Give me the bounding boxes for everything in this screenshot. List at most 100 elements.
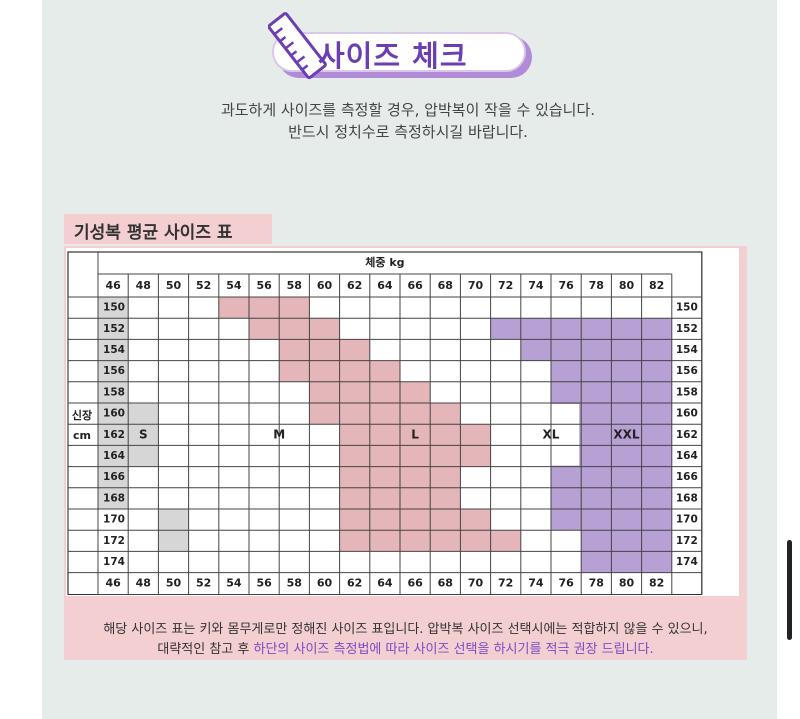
size-cell xyxy=(430,424,461,446)
weight-label-bottom: 58 xyxy=(287,577,302,590)
size-cell xyxy=(98,445,129,467)
size-cell xyxy=(339,509,370,531)
size-cell xyxy=(369,487,400,509)
weight-label-bottom: 82 xyxy=(649,577,664,590)
size-cell xyxy=(309,403,340,425)
size-cell xyxy=(581,445,612,467)
weight-label-bottom: 64 xyxy=(377,577,393,590)
size-cell xyxy=(128,424,159,446)
weight-label-top: 76 xyxy=(558,279,574,292)
footnote-line-2: 대략적인 참고 후 하단의 사이즈 측정법에 따라 사이즈 선택을 하시기를 적… xyxy=(64,638,747,657)
table-label-background xyxy=(64,214,272,244)
size-cell xyxy=(611,445,642,467)
size-cell xyxy=(339,424,370,446)
size-cell xyxy=(98,466,129,488)
size-cell xyxy=(581,530,612,552)
size-cell xyxy=(430,445,461,467)
size-cell xyxy=(279,318,310,340)
height-label-right: 158 xyxy=(676,386,698,398)
weight-header: 체중 kg xyxy=(365,255,404,269)
size-cell xyxy=(98,297,129,319)
size-cell xyxy=(430,466,461,488)
size-cell xyxy=(339,360,370,382)
weight-label-bottom: 68 xyxy=(438,577,453,590)
size-cell xyxy=(551,360,582,382)
size-label-m: M xyxy=(273,427,285,441)
weight-label-bottom: 76 xyxy=(558,577,574,590)
size-cell xyxy=(128,403,159,425)
size-cell xyxy=(641,509,672,531)
size-cell xyxy=(460,445,491,467)
weight-label-top: 80 xyxy=(619,279,635,292)
size-cell xyxy=(400,403,431,425)
height-label-left: 164 xyxy=(103,450,125,462)
size-cell xyxy=(430,487,461,509)
page-title: 사이즈 체크 xyxy=(318,39,468,73)
size-cell xyxy=(641,487,672,509)
size-cell xyxy=(551,318,582,340)
weight-label-top: 62 xyxy=(347,279,362,292)
size-cell xyxy=(309,381,340,403)
weight-label-top: 54 xyxy=(226,279,242,292)
size-label-l: L xyxy=(411,427,419,441)
size-cell xyxy=(98,487,129,509)
size-cell xyxy=(309,318,340,340)
footnote-line-1: 해당 사이즈 표는 키와 몸무게로만 정해진 사이즈 표입니다. 압박복 사이즈… xyxy=(103,622,708,637)
size-cell xyxy=(430,530,461,552)
size-cell xyxy=(400,445,431,467)
size-cell xyxy=(611,403,642,425)
height-label-left: 166 xyxy=(103,471,125,483)
height-label-right: 172 xyxy=(676,535,698,547)
intro-line-1: 과도하게 사이즈를 측정할 경우, 압박복이 작을 수 있습니다. xyxy=(220,101,596,119)
size-cell xyxy=(641,466,672,488)
height-header-line-2: cm xyxy=(73,429,91,442)
weight-label-top: 72 xyxy=(498,279,513,292)
weight-label-bottom: 72 xyxy=(498,577,513,590)
size-cell xyxy=(641,424,672,446)
weight-label-top: 46 xyxy=(105,279,121,292)
size-cell xyxy=(369,424,400,446)
size-cell xyxy=(520,339,551,361)
height-label-left: 152 xyxy=(103,323,125,335)
size-cell xyxy=(581,339,612,361)
height-label-left: 168 xyxy=(103,492,125,504)
size-label-s: S xyxy=(139,427,148,441)
size-cell xyxy=(400,381,431,403)
size-cell xyxy=(369,403,400,425)
intro-line-2: 반드시 정치수로 측정하시길 바랍니다. xyxy=(288,123,528,141)
weight-label-bottom: 74 xyxy=(528,577,544,590)
height-label-left: 162 xyxy=(103,429,125,441)
size-cell xyxy=(309,360,340,382)
size-cell xyxy=(611,509,642,531)
weight-label-top: 66 xyxy=(407,279,423,292)
footnote-background xyxy=(64,602,747,660)
size-cell xyxy=(279,297,310,319)
size-cell xyxy=(218,297,249,319)
size-cell xyxy=(581,381,612,403)
weight-label-bottom: 54 xyxy=(226,577,242,590)
size-cell xyxy=(611,381,642,403)
size-cell xyxy=(641,445,672,467)
weight-label-top: 68 xyxy=(438,279,453,292)
size-cell xyxy=(520,318,551,340)
size-cell xyxy=(551,339,582,361)
weight-label-top: 58 xyxy=(287,279,302,292)
size-cell xyxy=(581,487,612,509)
size-cell xyxy=(369,509,400,531)
size-cell xyxy=(551,466,582,488)
size-cell xyxy=(128,445,159,467)
size-cell xyxy=(98,360,129,382)
height-label-left: 154 xyxy=(103,344,125,356)
size-cell xyxy=(339,381,370,403)
size-cell xyxy=(98,318,129,340)
height-label-right: 154 xyxy=(676,344,698,356)
size-cell xyxy=(369,445,400,467)
scrollbar-track[interactable] xyxy=(784,0,800,719)
size-cell xyxy=(611,424,642,446)
scrollbar-thumb[interactable] xyxy=(787,540,792,640)
height-label-right: 152 xyxy=(676,323,698,335)
size-cell xyxy=(551,487,582,509)
size-cell xyxy=(490,318,521,340)
size-cell xyxy=(98,424,129,446)
weight-label-top: 56 xyxy=(256,279,272,292)
